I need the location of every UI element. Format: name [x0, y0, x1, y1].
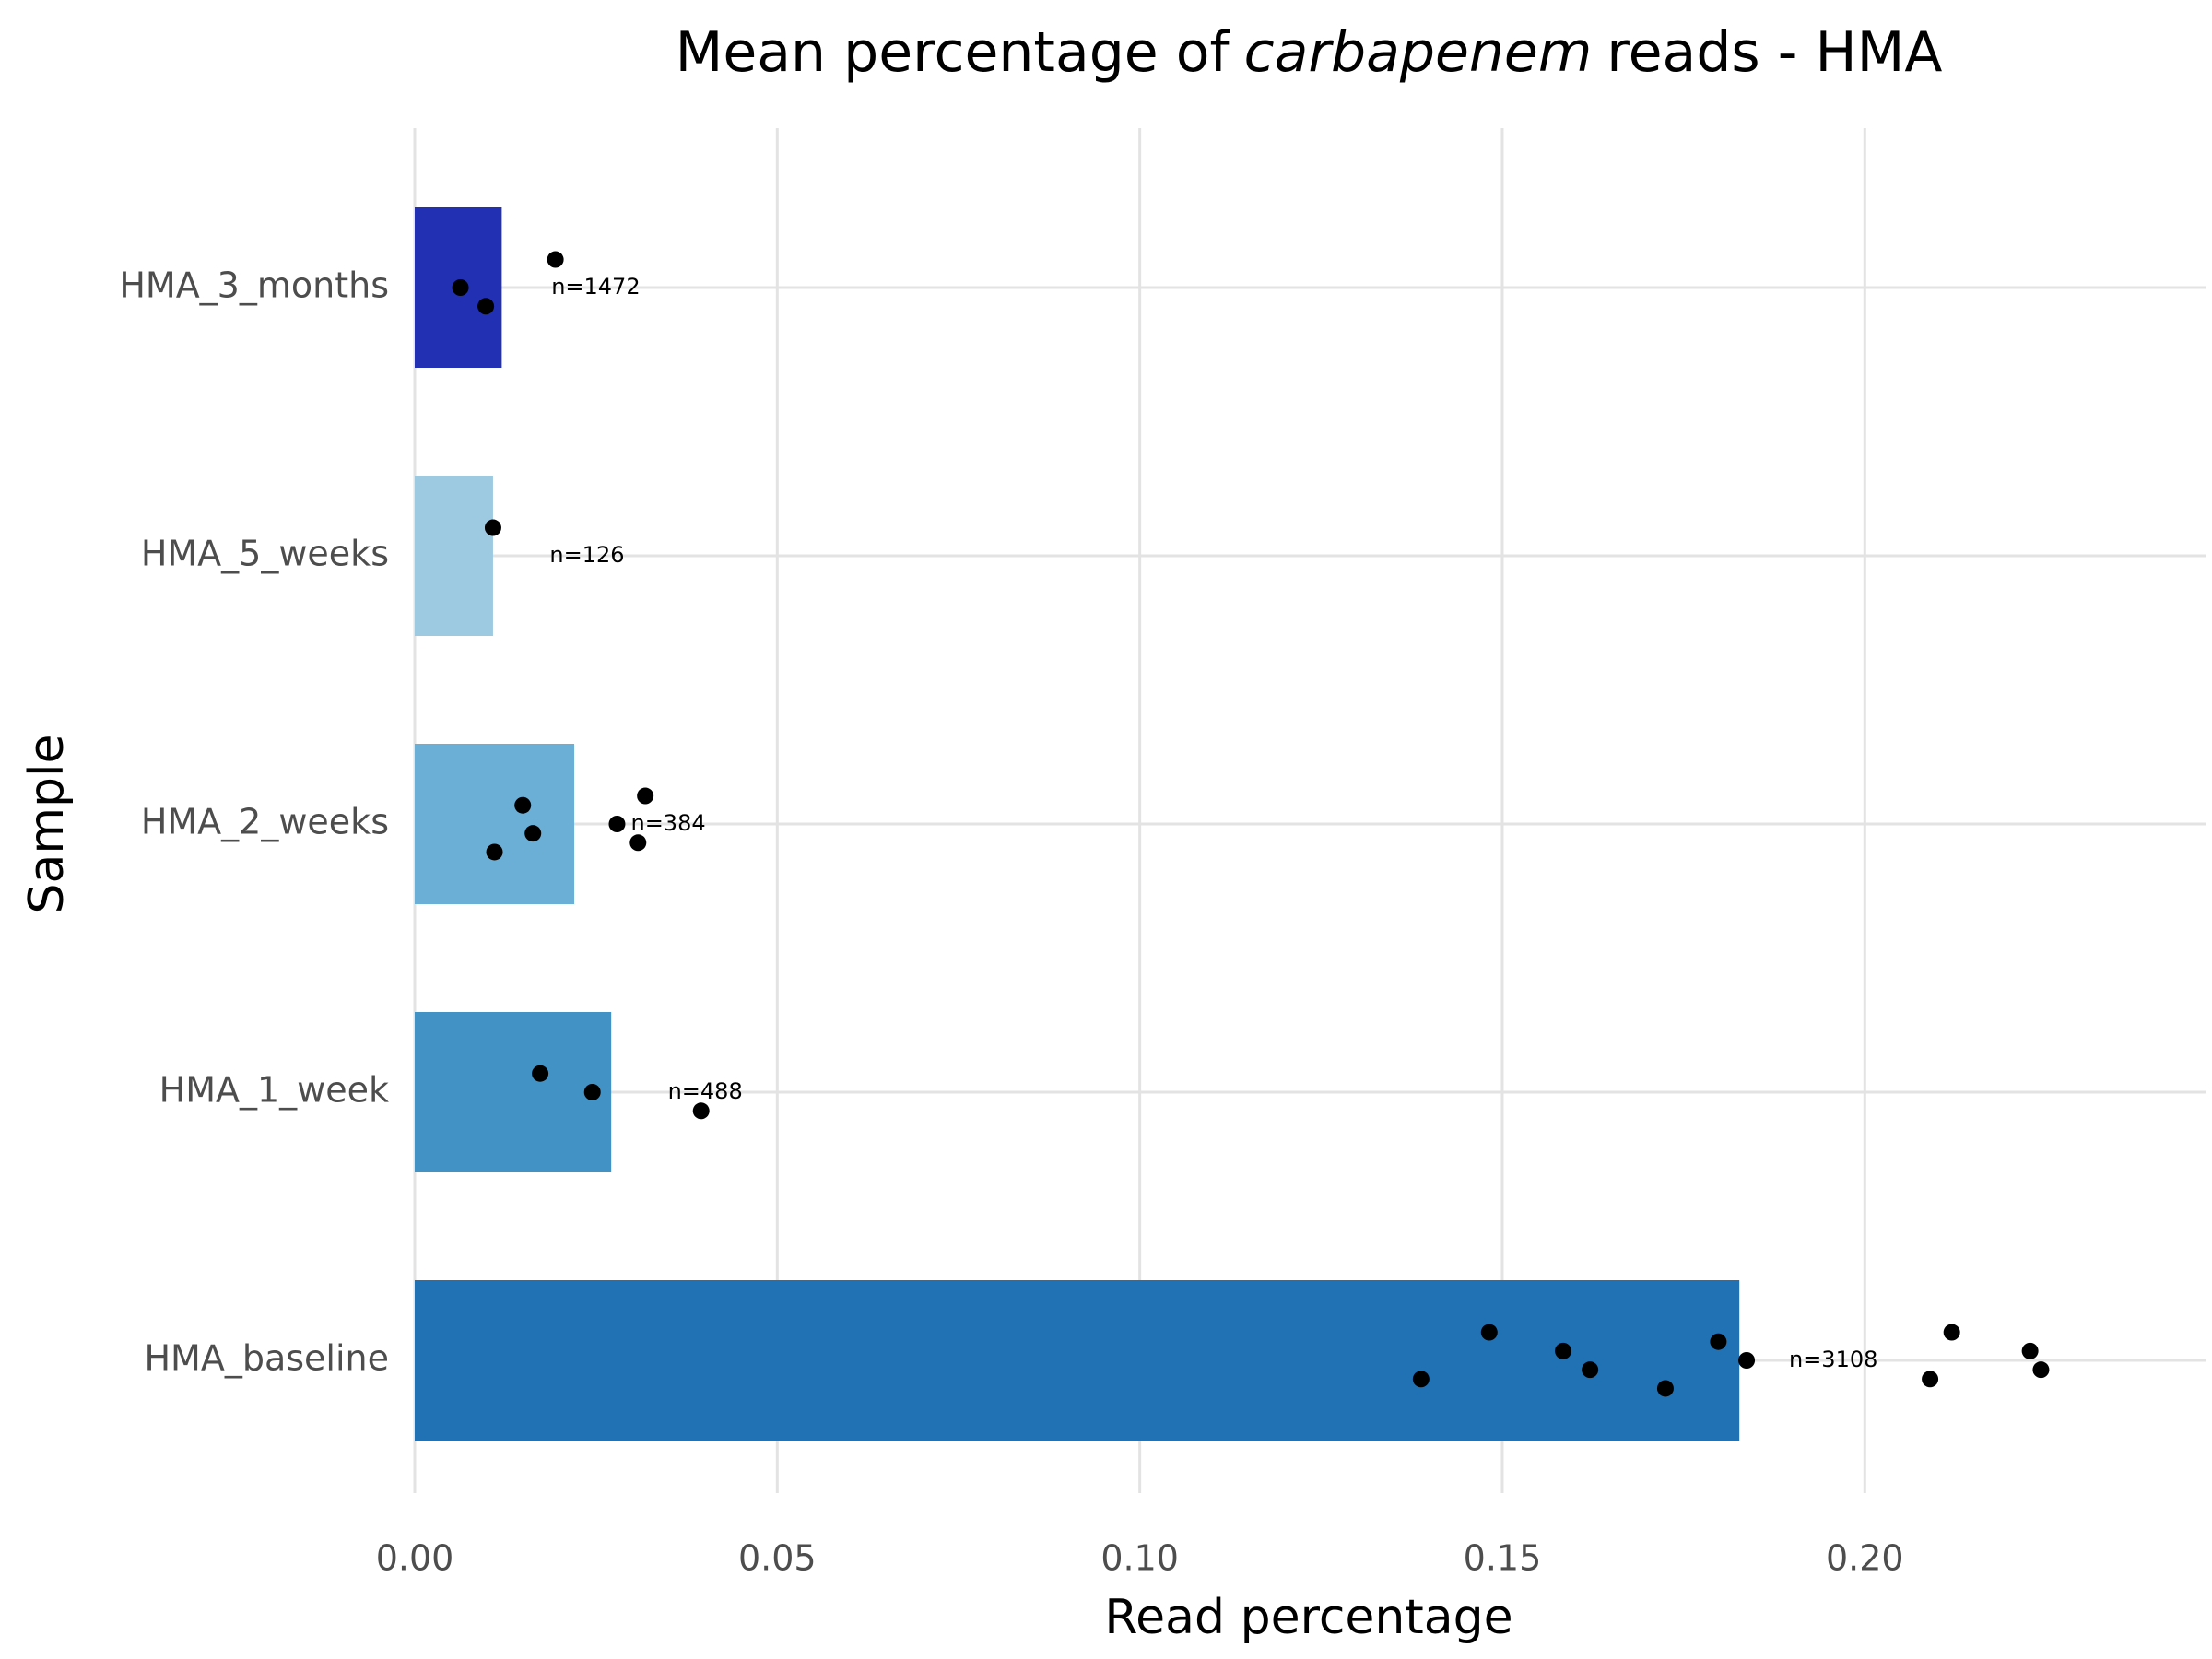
- x-tick-label: 0.20: [1826, 1538, 1904, 1579]
- x-axis-title: Read percentage: [1104, 1590, 1512, 1645]
- y-tick-label: HMA_baseline: [144, 1338, 389, 1379]
- data-point: [2021, 1342, 2039, 1359]
- data-point: [1943, 1324, 1960, 1341]
- data-point: [1480, 1324, 1498, 1341]
- n-label: n=488: [668, 1078, 743, 1104]
- data-point: [1656, 1380, 1674, 1397]
- bar: [415, 744, 575, 904]
- bar: [415, 476, 493, 636]
- data-point: [1582, 1361, 1599, 1379]
- n-label: n=3108: [1789, 1347, 1877, 1372]
- data-point: [1710, 1333, 1727, 1350]
- data-point: [2032, 1361, 2050, 1379]
- data-point: [514, 796, 532, 814]
- x-tick-label: 0.10: [1100, 1538, 1179, 1579]
- data-point: [1412, 1371, 1430, 1388]
- n-label: n=126: [549, 542, 624, 568]
- data-point: [583, 1084, 601, 1100]
- chart-title: Mean percentage of carbapenem reads - HMA: [676, 20, 1943, 85]
- data-point: [547, 251, 564, 268]
- data-point: [524, 825, 542, 842]
- y-tick-label: HMA_5_weeks: [141, 534, 389, 574]
- bar: [415, 1012, 612, 1172]
- x-tick-label: 0.00: [376, 1538, 454, 1579]
- title-part: carbapenem: [1244, 20, 1593, 85]
- title-part: Mean percentage of: [676, 20, 1231, 85]
- n-label: n=1472: [551, 274, 640, 300]
- y-axis-title: Sample: [19, 735, 75, 914]
- x-tick-label: 0.05: [738, 1538, 817, 1579]
- data-point: [477, 298, 495, 315]
- data-point: [629, 834, 647, 852]
- data-point: [608, 816, 626, 832]
- y-tick-label: HMA_3_months: [119, 265, 389, 306]
- data-point: [1555, 1342, 1572, 1359]
- y-tick-label: HMA_2_weeks: [141, 802, 389, 842]
- data-point: [452, 279, 469, 296]
- n-label: n=384: [630, 810, 705, 836]
- data-point: [692, 1102, 710, 1120]
- title-part: reads - HMA: [1606, 20, 1942, 85]
- y-tick-label: HMA_1_week: [159, 1070, 389, 1111]
- x-tick-label: 0.15: [1464, 1538, 1542, 1579]
- data-point: [637, 787, 654, 805]
- data-point: [1738, 1352, 1756, 1369]
- data-point: [1922, 1371, 1939, 1388]
- data-point: [486, 843, 503, 861]
- data-point: [484, 519, 501, 536]
- data-point: [532, 1065, 549, 1082]
- bar: [415, 1280, 1740, 1441]
